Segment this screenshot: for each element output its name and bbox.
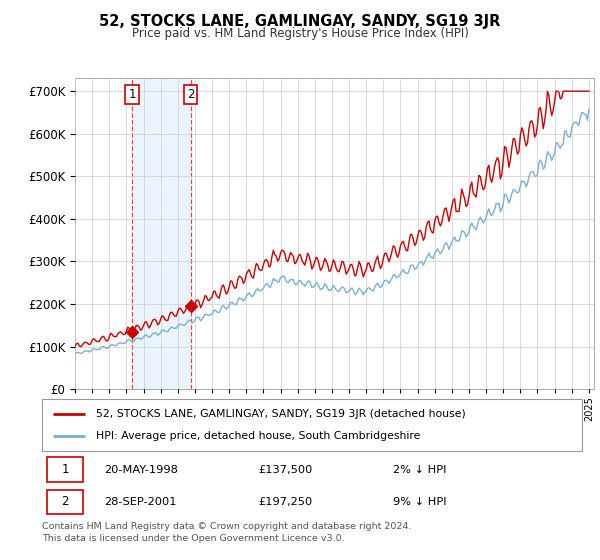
Text: 1: 1	[61, 463, 69, 476]
Text: 52, STOCKS LANE, GAMLINGAY, SANDY, SG19 3JR (detached house): 52, STOCKS LANE, GAMLINGAY, SANDY, SG19 …	[96, 409, 466, 419]
Text: Contains HM Land Registry data © Crown copyright and database right 2024.
This d: Contains HM Land Registry data © Crown c…	[42, 522, 412, 543]
Text: 9% ↓ HPI: 9% ↓ HPI	[393, 497, 446, 507]
FancyBboxPatch shape	[47, 489, 83, 514]
Text: 52, STOCKS LANE, GAMLINGAY, SANDY, SG19 3JR: 52, STOCKS LANE, GAMLINGAY, SANDY, SG19 …	[100, 14, 500, 29]
FancyBboxPatch shape	[47, 458, 83, 482]
Text: 1: 1	[128, 88, 136, 101]
Text: 28-SEP-2001: 28-SEP-2001	[104, 497, 176, 507]
Text: £137,500: £137,500	[258, 465, 313, 475]
Text: 2: 2	[61, 496, 69, 508]
Text: Price paid vs. HM Land Registry's House Price Index (HPI): Price paid vs. HM Land Registry's House …	[131, 27, 469, 40]
Text: 20-MAY-1998: 20-MAY-1998	[104, 465, 178, 475]
Text: HPI: Average price, detached house, South Cambridgeshire: HPI: Average price, detached house, Sout…	[96, 431, 421, 441]
Text: 2: 2	[187, 88, 194, 101]
Text: £197,250: £197,250	[258, 497, 312, 507]
Text: 2% ↓ HPI: 2% ↓ HPI	[393, 465, 446, 475]
FancyBboxPatch shape	[42, 399, 582, 451]
